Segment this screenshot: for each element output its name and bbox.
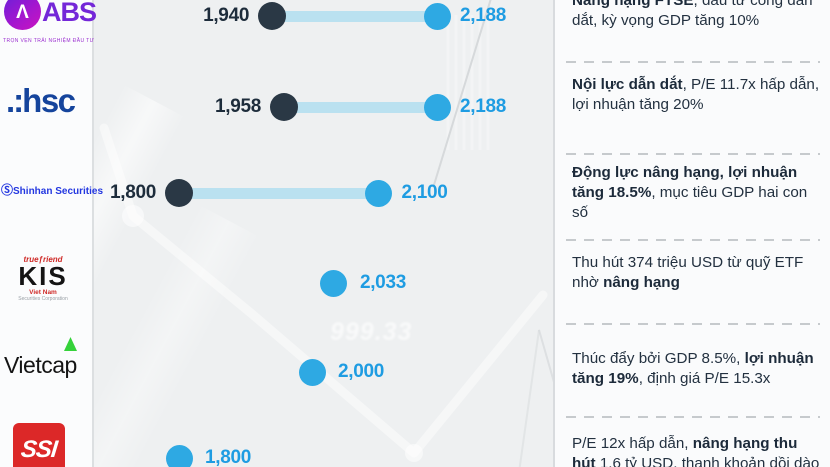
shinhan-logo-text: Shinhan Securities — [13, 186, 104, 197]
low-value-label: 1,958 — [215, 96, 262, 117]
kis-corporation-text: Securities Corporation — [18, 296, 68, 302]
analyst-note: P/E 12x hấp dẫn, nâng hạng thu hút 1,6 t… — [572, 434, 824, 467]
note-text-segment: Nâng hạng FTSE — [572, 0, 694, 9]
note-text-segment: P/E 12x hấp dẫn, — [572, 435, 693, 452]
vietcap-logo: Vietcap — [4, 352, 77, 378]
note-text-segment: Thu hút 374 triệu USD từ quỹ ETF nhờ — [572, 254, 804, 291]
low-dot — [270, 93, 299, 121]
high-value-label: 2,100 — [401, 182, 448, 203]
shinhan-securities-logo: ⓈShinhan Securities — [1, 181, 103, 198]
target-dot — [320, 269, 348, 297]
kis-truefriend-text: trueƒriend — [23, 255, 63, 264]
note-text-segment: Động lực nâng hạng, lợi nhuận tăng 18.5% — [572, 164, 798, 201]
broker-logo-column — [0, 0, 94, 467]
note-text-segment: Thúc đẩy bởi GDP 8.5%, — [572, 350, 745, 367]
abs-logo-icon: Λ — [4, 0, 41, 30]
high-dot — [365, 179, 392, 207]
low-dot — [165, 179, 193, 207]
dashed-separator — [566, 61, 820, 63]
kis-logo: trueƒriend KIS Viet Nam Securities Corpo… — [6, 255, 80, 302]
note-text-segment: , đầu tư công dẫn dắt, kỳ vọng GDP tăng … — [572, 0, 813, 29]
analyst-note: Nâng hạng FTSE, đầu tư công dẫn dắt, kỳ … — [572, 0, 824, 31]
analyst-note: Nội lực dẫn dắt, P/E 11.7x hấp dẫn, lợi … — [572, 75, 824, 115]
note-text-segment: , P/E 11.7x hấp dẫn, lợi nhuận tăng 20% — [572, 76, 820, 113]
note-text-segment: , định giá P/E 15.3x — [638, 370, 771, 387]
target-value-label: 1,800 — [205, 447, 252, 467]
note-text-segment: 1,6 tỷ USD, thanh khoản dồi dào — [595, 455, 820, 467]
hsc-logo: .:hsc — [6, 82, 76, 120]
high-dot — [423, 2, 451, 30]
abs-logo: ABS — [42, 0, 97, 27]
kis-logo-text: KIS — [18, 261, 68, 291]
ssi-logo: SSI — [13, 423, 65, 467]
range-band — [179, 187, 379, 199]
note-text-segment: nâng hạng thu hút — [572, 435, 798, 467]
analyst-note: Động lực nâng hạng, lợi nhuận tăng 18.5%… — [572, 163, 824, 223]
range-band — [284, 101, 437, 113]
target-dot — [298, 358, 326, 386]
dashed-separator — [566, 153, 820, 155]
low-value-label: 1,940 — [203, 5, 250, 26]
abs-logo-tagline: TRỌN VẸN TRẢI NGHIỆM ĐẦU TƯ — [3, 38, 95, 44]
analyst-notes-column — [553, 0, 830, 467]
target-dot — [165, 444, 193, 467]
note-text-segment: , mục tiêu GDP hai con số — [572, 184, 808, 221]
background-price-watermark: 999.33 — [330, 318, 413, 346]
note-text-segment: nâng hạng — [603, 274, 680, 291]
note-text-segment: lợi nhuận tăng 19% — [572, 350, 814, 387]
high-value-label: 2,188 — [460, 5, 507, 26]
target-value-label: 2,033 — [359, 272, 406, 293]
high-value-label: 2,188 — [460, 96, 507, 117]
hsc-logo-dots: .: — [6, 82, 24, 119]
low-value-label: 1,800 — [109, 182, 156, 203]
analyst-note: Thúc đẩy bởi GDP 8.5%, lợi nhuận tăng 19… — [572, 349, 824, 389]
analyst-note: Thu hút 374 triệu USD từ quỹ ETF nhờ nân… — [572, 253, 824, 293]
shinhan-s-icon: Ⓢ — [1, 183, 14, 197]
kis-vietnam-text: Viet Nam — [29, 289, 57, 296]
note-text-segment: Nội lực dẫn dắt — [572, 76, 683, 93]
dashed-separator — [566, 323, 820, 325]
target-value-label: 2,000 — [338, 361, 385, 382]
high-dot — [423, 93, 451, 121]
dashed-separator — [566, 239, 820, 241]
range-band — [272, 10, 437, 22]
hsc-logo-text: hsc — [22, 82, 76, 119]
dashed-separator — [566, 416, 820, 418]
low-dot — [258, 2, 287, 30]
